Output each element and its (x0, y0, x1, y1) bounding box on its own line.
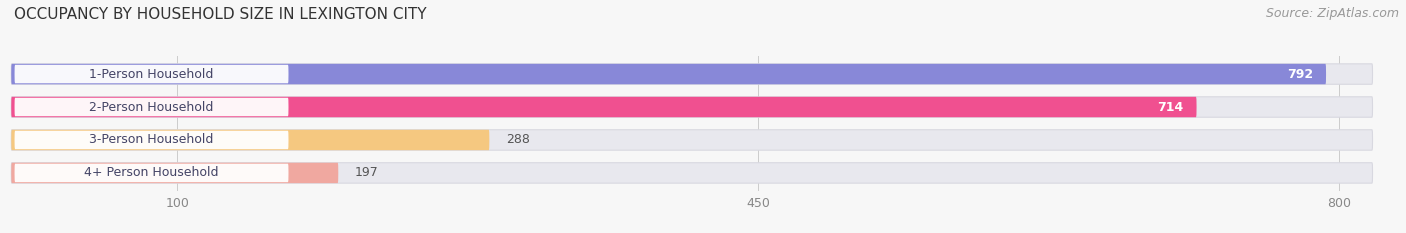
FancyBboxPatch shape (11, 97, 1197, 117)
FancyBboxPatch shape (11, 163, 1372, 183)
FancyBboxPatch shape (14, 98, 288, 116)
FancyBboxPatch shape (11, 64, 1326, 84)
FancyBboxPatch shape (11, 163, 339, 183)
FancyBboxPatch shape (14, 65, 288, 83)
FancyBboxPatch shape (14, 164, 288, 182)
Text: 4+ Person Household: 4+ Person Household (84, 166, 219, 179)
Text: 1-Person Household: 1-Person Household (90, 68, 214, 81)
Text: 2-Person Household: 2-Person Household (90, 100, 214, 113)
Text: 3-Person Household: 3-Person Household (90, 134, 214, 147)
FancyBboxPatch shape (14, 131, 288, 149)
FancyBboxPatch shape (11, 130, 489, 150)
Text: OCCUPANCY BY HOUSEHOLD SIZE IN LEXINGTON CITY: OCCUPANCY BY HOUSEHOLD SIZE IN LEXINGTON… (14, 7, 426, 22)
Text: Source: ZipAtlas.com: Source: ZipAtlas.com (1265, 7, 1399, 20)
Text: 792: 792 (1286, 68, 1313, 81)
Text: 288: 288 (506, 134, 530, 147)
FancyBboxPatch shape (11, 64, 1372, 84)
FancyBboxPatch shape (11, 130, 1372, 150)
FancyBboxPatch shape (11, 97, 1372, 117)
Text: 197: 197 (354, 166, 378, 179)
Text: 714: 714 (1157, 100, 1184, 113)
